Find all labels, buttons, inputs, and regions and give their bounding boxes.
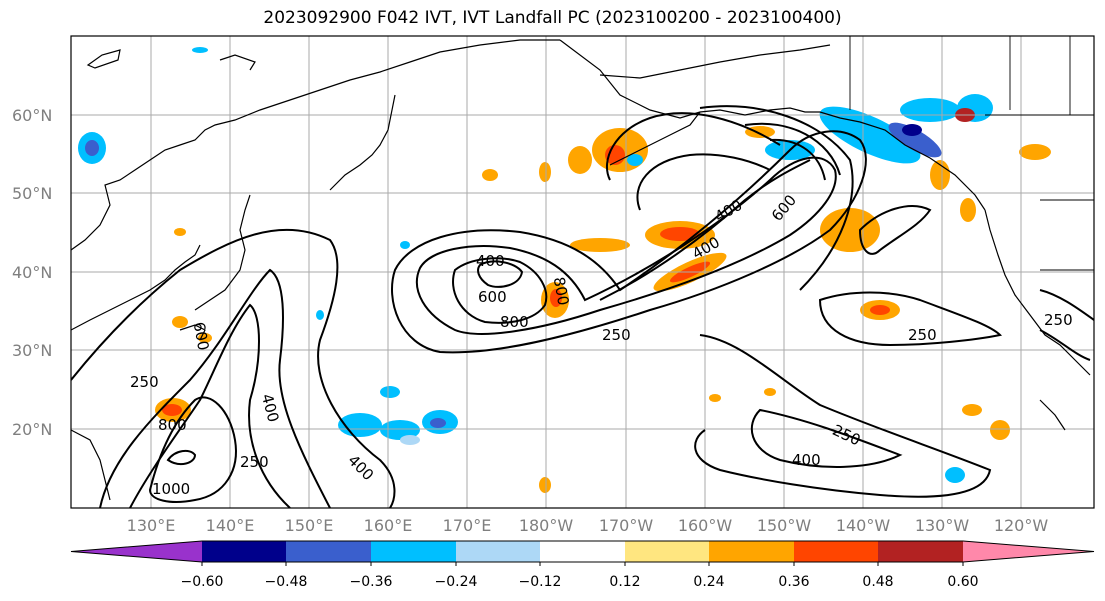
contour-label: 800 [550,276,573,307]
positive-anomaly-patch [820,208,880,252]
colorbar-segment [625,541,709,562]
lat-label: 20°N [12,420,52,439]
lat-label: 60°N [12,106,52,125]
contour-label: 600 [190,321,213,352]
colorbar-segment [71,541,202,562]
colorbar-tick-label: −0.36 [350,574,393,590]
lon-label: 170°W [599,516,654,535]
lon-label: 120°W [994,516,1049,535]
colorbar-segment [286,541,371,562]
lat-label: 50°N [12,184,52,203]
lon-label: 160°W [678,516,733,535]
contour-label: 250 [130,373,159,391]
colorbar-segment [371,541,456,562]
positive-anomaly-patch [709,394,721,402]
colorbar-tick-label: 0.12 [609,574,640,590]
lon-label: 130°W [915,516,970,535]
contour-label: 1000 [152,480,190,498]
colorbar-tick-label: −0.60 [181,574,224,590]
negative-anomaly-patch [888,122,942,158]
positive-anomaly-patch [962,404,982,416]
negative-anomaly-patch [400,435,420,445]
positive-anomaly-patch [660,227,700,241]
negative-anomaly-patch [430,418,446,428]
colorbar-tick-label: −0.48 [265,574,308,590]
contour-label: 800 [158,416,187,434]
negative-anomaly-patch [400,241,410,249]
positive-anomaly-patch [745,126,775,138]
negative-anomaly-patch [902,124,922,136]
lon-label: 150°E [285,516,334,535]
negative-anomaly-patch [316,310,324,320]
lon-label: 130°E [127,516,176,535]
contour-label: 400 [476,252,505,270]
negative-anomaly-patch [900,98,960,122]
lon-label: 140°W [836,516,891,535]
negative-anomaly-patch [198,333,212,343]
longitude-labels: 130°E 140°E 150°E 160°E 170°E 180°W 170°… [127,516,1049,535]
colorbar-tick-label: 0.24 [693,574,724,590]
borders [849,36,1094,271]
positive-anomaly-patch [539,477,551,493]
positive-anomaly-patch [172,316,188,328]
contour-label: 600 [478,288,507,306]
colorbar-segments [70,540,1095,563]
contour-label: 250 [240,453,269,471]
colorbar-tick-labels: −0.60 −0.48 −0.36 −0.24 −0.12 0.12 0.24 … [181,574,979,590]
negative-anomaly-patch [627,154,643,166]
ivt-contours [71,105,1094,508]
colorbar-tick-label: −0.24 [435,574,478,590]
colorbar-segment [709,541,794,562]
positive-anomaly-patch [870,305,890,315]
lon-label: 170°E [443,516,492,535]
negative-anomaly-patch [819,106,921,164]
positive-anomaly-patch [539,162,551,182]
lon-label: 150°W [757,516,812,535]
positive-anomaly-patch [764,388,776,396]
positive-anomaly-patch [162,404,182,416]
colorbar-tick-label: 0.36 [778,574,809,590]
map-title: 2023092900 F042 IVT, IVT Landfall PC (20… [263,8,842,28]
positive-anomaly-patch [570,238,630,252]
colorbar-tick-label: 0.48 [862,574,893,590]
lat-label: 30°N [12,341,52,360]
positive-anomaly-patch [960,198,976,222]
lon-label: 160°E [364,516,413,535]
map-frame [70,35,1095,509]
colorbar-segment [540,541,625,562]
negative-anomaly-patch [85,140,99,156]
colorbar-segment [963,541,1094,562]
negative-anomaly-patch [192,47,208,53]
positive-anomaly-patch [1019,144,1051,160]
colorbar-tick-label: −0.12 [519,574,562,590]
contour-label: 250 [908,326,937,344]
positive-anomaly-patch [990,420,1010,440]
contour-label: 250 [1044,311,1073,329]
contour-label: 800 [500,313,529,331]
lon-label: 180°W [519,516,574,535]
negative-anomaly-patch [945,467,965,483]
positive-anomaly-patch [550,289,562,307]
colorbar-segment [202,541,286,562]
colorbar-segment [456,541,540,562]
latitude-labels: 60°N 50°N 40°N 30°N 20°N [12,106,52,439]
contour-label: 400 [792,451,821,469]
colorbar-tick-label: 0.60 [947,574,978,590]
lon-label: 140°E [206,516,255,535]
colorbar-segment [794,541,878,562]
colorbar-segment [878,541,963,562]
colorbar-ticks [201,562,964,566]
positive-anomaly-patch [174,228,186,236]
negative-anomaly-patch [380,386,400,398]
positive-anomaly-patch [568,146,592,174]
positive-anomaly-patch [482,169,498,181]
gridlines [71,36,1094,508]
lat-label: 40°N [12,263,52,282]
contour-label: 250 [602,326,631,344]
